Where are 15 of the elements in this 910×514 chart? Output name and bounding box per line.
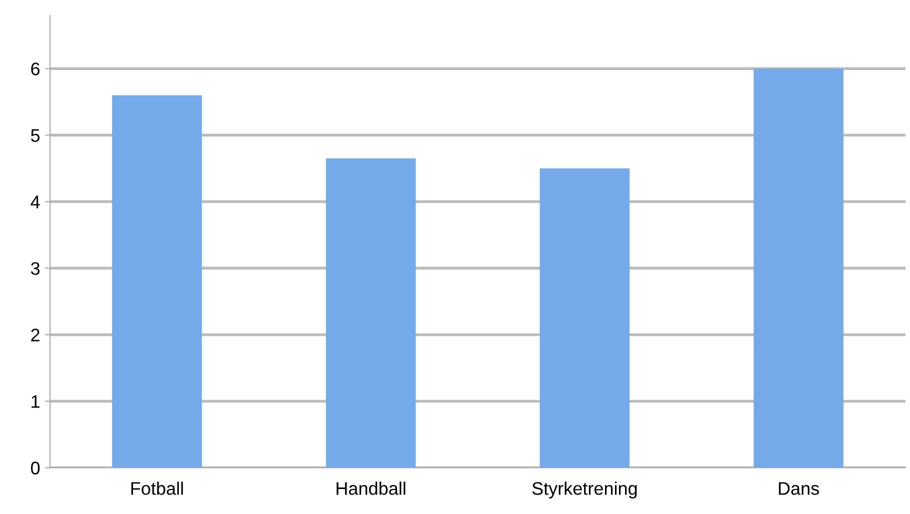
y-tick-label: 0 bbox=[30, 462, 40, 474]
y-tick-label: 1 bbox=[32, 395, 40, 408]
y-tick-label: 2 bbox=[31, 328, 40, 342]
y-tick-label: 6 bbox=[31, 62, 40, 76]
x-tick-label: Dans bbox=[778, 482, 819, 495]
x-tick-label: Fotball bbox=[131, 482, 183, 495]
y-tick-label: 3 bbox=[30, 262, 40, 275]
y-tick-label: 4 bbox=[30, 196, 40, 208]
bar bbox=[540, 168, 630, 468]
y-tick-label: 5 bbox=[31, 129, 40, 142]
bar bbox=[326, 158, 416, 468]
x-tick-label: Handball bbox=[336, 482, 406, 495]
x-tick-label: Styrketrening bbox=[532, 482, 637, 498]
bar bbox=[754, 68, 844, 468]
bar bbox=[112, 95, 202, 468]
